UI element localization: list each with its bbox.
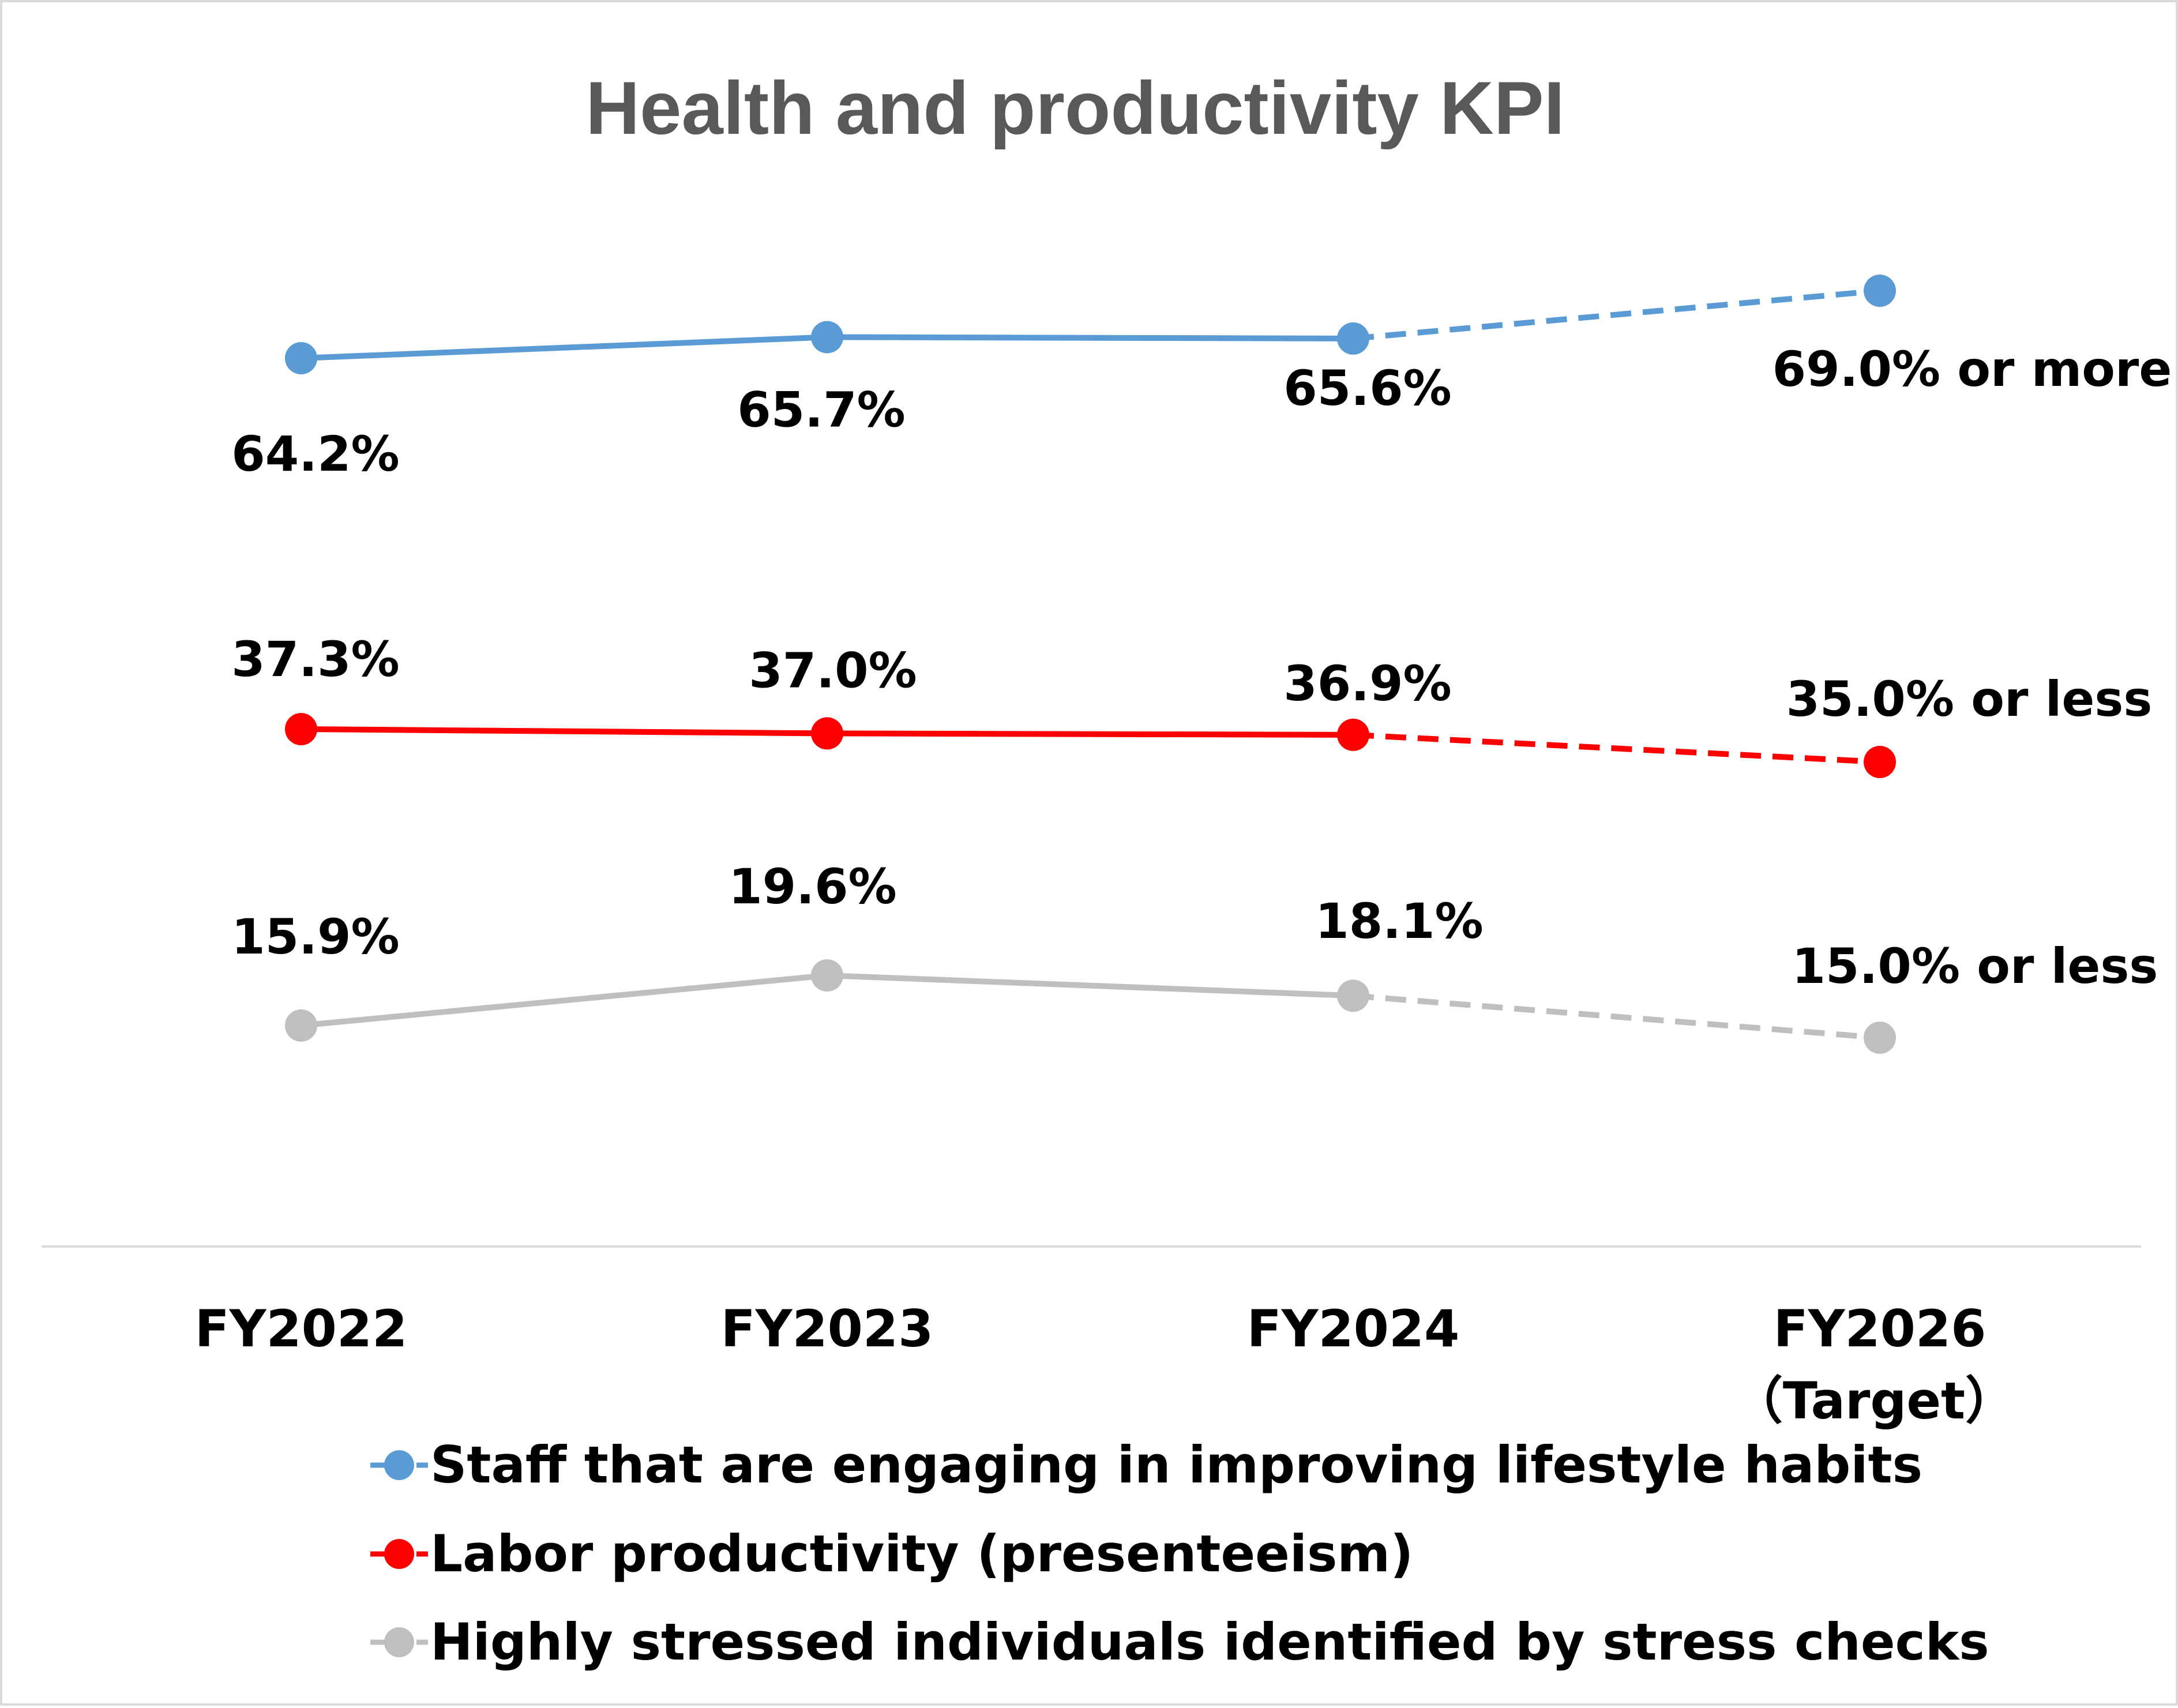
x-tick-label: FY2023 bbox=[721, 1299, 934, 1358]
data-point-fy2022 bbox=[285, 1009, 317, 1042]
series-line-target bbox=[1353, 731, 1880, 765]
series-labor-productivity-presenteeism: 37.3% 37.0% 36.9% 35.0% or less bbox=[231, 631, 2152, 778]
series-highly-stressed-individuals-identified-by-stress-checks: 15.9% 19.6% 18.1% 15.0% or less bbox=[231, 858, 2158, 1054]
series-line-target bbox=[1353, 993, 1880, 1041]
legend-item: Staff that are engaging in improving lif… bbox=[370, 1435, 1922, 1495]
data-label: 15.9% bbox=[231, 909, 399, 965]
data-label: 65.6% bbox=[1283, 360, 1451, 416]
x-tick-label: FY2024 bbox=[1247, 1299, 1460, 1358]
series-layer: 64.2% 65.7% 65.6% 69.0% or more 37.3% 37.0% 36… bbox=[231, 275, 2172, 1054]
data-point-fy2023 bbox=[811, 959, 843, 992]
legend-item: Highly stressed individuals identified b… bbox=[370, 1612, 1989, 1672]
x-tick-label: FY2026 bbox=[1774, 1299, 1987, 1358]
legend: Staff that are engaging in improving lif… bbox=[370, 1435, 1989, 1672]
data-label: 37.3% bbox=[231, 631, 399, 688]
data-point-fy2026 bbox=[1864, 1022, 1896, 1054]
data-label: 64.2% bbox=[231, 426, 399, 482]
data-point-fy2024 bbox=[1337, 979, 1369, 1012]
series-line-target bbox=[1353, 288, 1880, 341]
data-label: 69.0% or more bbox=[1773, 341, 2172, 397]
data-label: 36.9% bbox=[1283, 655, 1451, 712]
data-point-fy2023 bbox=[811, 717, 843, 750]
x-tick-sublabel: （Target） bbox=[1732, 1371, 2016, 1431]
data-point-fy2026 bbox=[1864, 746, 1896, 778]
x-tick-label: FY2022 bbox=[195, 1299, 408, 1358]
data-label: 35.0% or less bbox=[1786, 671, 2153, 727]
data-point-fy2024 bbox=[1337, 718, 1369, 751]
legend-label: Labor productivity (presenteeism) bbox=[430, 1524, 1413, 1583]
legend-marker-swatch bbox=[384, 1627, 414, 1657]
data-point-fy2026 bbox=[1864, 275, 1896, 307]
data-label: 65.7% bbox=[737, 381, 905, 438]
legend-item: Labor productivity (presenteeism) bbox=[370, 1524, 1413, 1583]
data-point-fy2022 bbox=[285, 342, 317, 374]
data-label: 18.1% bbox=[1315, 893, 1483, 949]
data-point-fy2022 bbox=[285, 713, 317, 745]
data-label: 19.6% bbox=[728, 858, 896, 915]
data-label: 37.0% bbox=[749, 642, 917, 699]
data-label: 15.0% or less bbox=[1792, 938, 2158, 994]
series-staff-that-are-engaging-in-improving-lifestyle-habits: 64.2% 65.7% 65.6% 69.0% or more bbox=[231, 275, 2172, 482]
legend-marker-swatch bbox=[384, 1450, 414, 1480]
data-point-fy2024 bbox=[1337, 322, 1369, 355]
legend-label: Staff that are engaging in improving lif… bbox=[430, 1435, 1922, 1495]
legend-label: Highly stressed individuals identified b… bbox=[430, 1612, 1989, 1672]
data-point-fy2023 bbox=[811, 321, 843, 354]
legend-marker-swatch bbox=[384, 1539, 414, 1569]
x-axis-ticks: FY2022 FY2023 FY2024 FY2026 （Target） bbox=[195, 1299, 2016, 1431]
chart-title: Health and productivity KPI bbox=[585, 66, 1564, 150]
